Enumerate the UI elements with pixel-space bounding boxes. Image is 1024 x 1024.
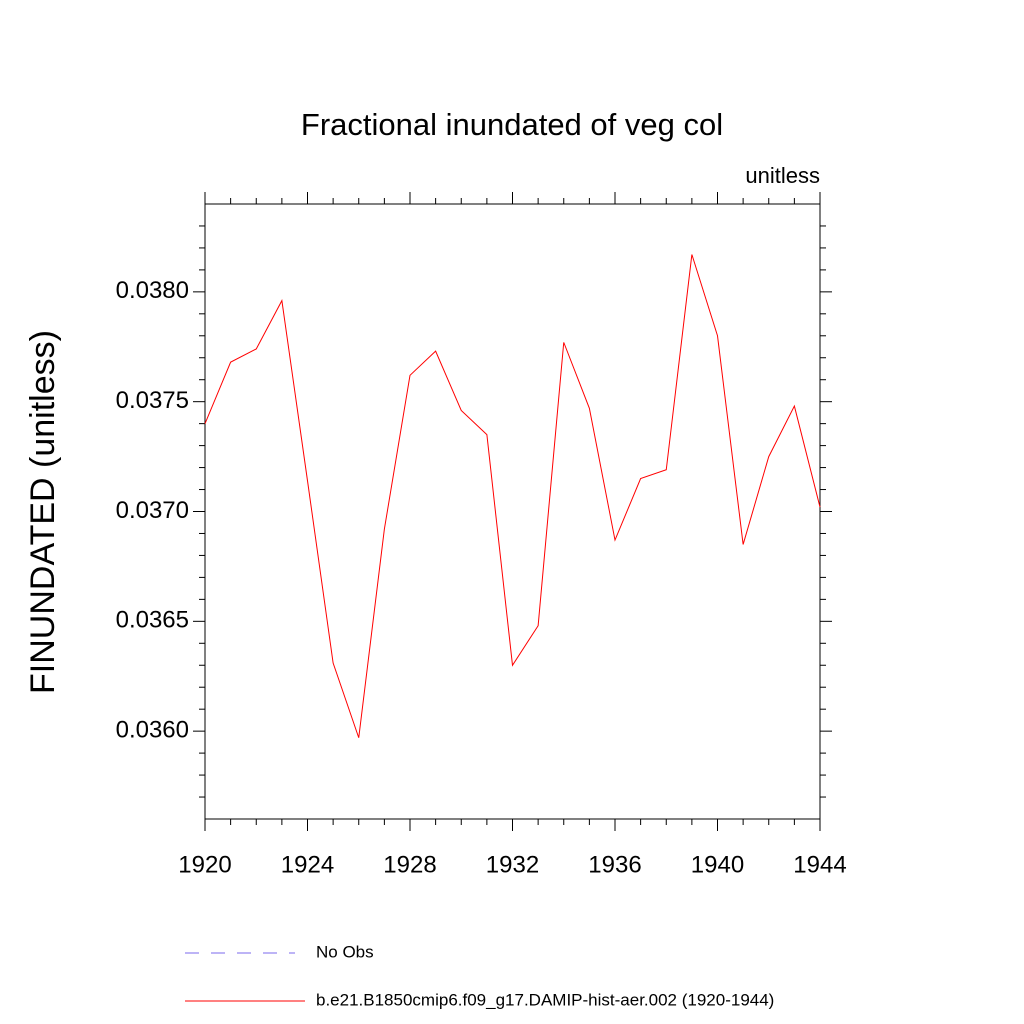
y-tick-label: 0.0360 bbox=[116, 716, 189, 743]
legend-label: b.e21.B1850cmip6.f09_g17.DAMIP-hist-aer.… bbox=[316, 990, 774, 1009]
x-tick-label: 1932 bbox=[486, 851, 539, 878]
legend-label: No Obs bbox=[316, 942, 374, 961]
x-tick-label: 1920 bbox=[178, 851, 231, 878]
data-line bbox=[204, 254, 821, 738]
chart-title: Fractional inundated of veg col bbox=[301, 107, 723, 142]
y-tick-label: 0.0365 bbox=[116, 607, 189, 634]
x-tick-label: 1928 bbox=[383, 851, 436, 878]
y-tick-label: 0.0380 bbox=[116, 277, 189, 304]
x-tick-label: 1936 bbox=[588, 851, 641, 878]
x-tick-label: 1940 bbox=[691, 851, 744, 878]
x-tick-label: 1924 bbox=[281, 851, 334, 878]
y-tick-label: 0.0375 bbox=[116, 387, 189, 414]
y-axis-label: FINUNDATED (unitless) bbox=[24, 330, 62, 694]
y-tick-label: 0.0370 bbox=[116, 497, 189, 524]
plot-frame bbox=[204, 203, 821, 820]
chart-subtitle: unitless bbox=[745, 163, 820, 188]
x-tick-label: 1944 bbox=[793, 851, 846, 878]
